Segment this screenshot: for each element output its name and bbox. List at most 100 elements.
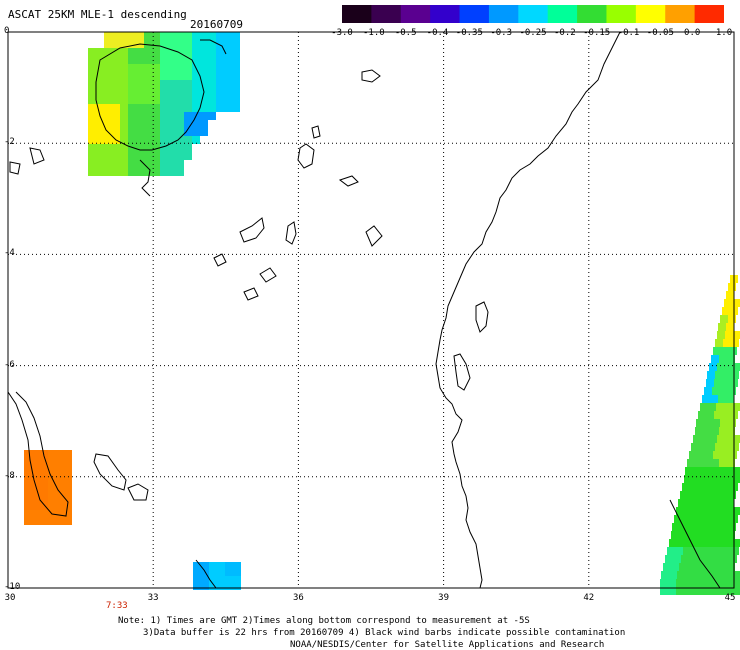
data-cell: [724, 507, 732, 515]
data-cell: [692, 475, 700, 483]
data-cell: [232, 80, 240, 88]
colorbar-swatches: [342, 5, 725, 23]
data-cell: [112, 168, 120, 176]
data-cell: [719, 459, 727, 467]
data-cell: [152, 128, 160, 136]
data-cell: [732, 299, 740, 307]
data-cell: [725, 539, 733, 547]
data-cell: [112, 96, 120, 104]
data-cell: [224, 88, 232, 96]
data-cell: [713, 555, 721, 563]
data-cell: [717, 363, 725, 371]
data-cell: [694, 499, 702, 507]
data-cell: [120, 80, 128, 88]
data-cell: [716, 475, 724, 483]
lat-tick-label: -8: [4, 470, 15, 481]
colorbar-tick-label: -0.15: [583, 28, 611, 38]
data-cell: [152, 112, 160, 120]
data-cell: [128, 128, 136, 136]
data-cell: [128, 144, 136, 152]
data-cell: [120, 144, 128, 152]
data-cell: [200, 48, 208, 56]
data-cell: [696, 491, 704, 499]
data-cell: [726, 323, 734, 331]
data-cell: [232, 40, 240, 48]
data-cell: [104, 48, 112, 56]
data-cell: [152, 72, 160, 80]
data-cell: [704, 523, 712, 531]
data-cell: [712, 419, 720, 427]
data-cell: [706, 411, 714, 419]
data-cell: [684, 475, 692, 483]
data-cell: [104, 96, 112, 104]
data-cell: [718, 323, 726, 331]
lat-tick-label: -10: [4, 582, 21, 592]
data-cell: [160, 56, 168, 64]
data-cell: [104, 168, 112, 176]
data-cell: [104, 104, 112, 112]
time-label: 7:33: [106, 601, 128, 611]
data-cell: [168, 32, 176, 40]
data-cell: [681, 555, 689, 563]
data-cell: [692, 579, 700, 587]
data-cell: [712, 523, 720, 531]
data-cell: [96, 136, 104, 144]
data-cell: [176, 128, 184, 136]
data-cell: [683, 547, 691, 555]
data-cell: [184, 120, 192, 128]
data-cell: [703, 563, 711, 571]
data-cell: [184, 136, 192, 144]
data-cell: [701, 539, 709, 547]
data-cell: [732, 587, 740, 595]
data-cell: [104, 80, 112, 88]
data-cell: [160, 152, 168, 160]
data-cell: [200, 56, 208, 64]
data-cell: [200, 32, 208, 40]
data-cell: [208, 112, 216, 120]
data-cell: [144, 144, 152, 152]
data-cell: [168, 40, 176, 48]
data-cell: [216, 56, 224, 64]
data-cell: [112, 40, 120, 48]
data-cell: [721, 555, 729, 563]
data-cell: [192, 32, 200, 40]
data-cell: [692, 587, 700, 595]
data-cell: [104, 32, 112, 40]
data-cell: [733, 331, 740, 339]
data-cell: [208, 80, 216, 88]
data-cell: [660, 579, 668, 587]
data-cell: [88, 96, 96, 104]
island-10: [29, 147, 45, 165]
data-cell: [120, 104, 128, 112]
data-cell: [717, 571, 725, 579]
data-cell: [677, 571, 685, 579]
data-cell: [724, 587, 732, 595]
data-cell: [160, 72, 168, 80]
data-cell: [709, 363, 717, 371]
data-cell: [695, 427, 703, 435]
data-cell: [682, 515, 690, 523]
data-cell: [714, 515, 722, 523]
lon-tick-label: 33: [147, 593, 159, 603]
lon-tick-label: 30: [4, 593, 16, 603]
data-cell: [732, 579, 740, 587]
data-cell: [176, 32, 184, 40]
data-cell: [708, 587, 716, 595]
data-cell: [701, 571, 709, 579]
lake-victoria-shore: [95, 43, 205, 151]
data-cell: [200, 120, 208, 128]
data-cell: [128, 80, 136, 88]
data-cell: [216, 96, 224, 104]
colorbar-tick-label: -0.3: [490, 28, 512, 38]
data-cell: [689, 555, 697, 563]
data-cell: [152, 32, 160, 40]
data-cell: [704, 387, 712, 395]
data-cell: [168, 136, 176, 144]
data-cell: [733, 571, 740, 579]
data-cell: [705, 555, 713, 563]
colorbar-swatch: [459, 5, 490, 23]
data-cell: [168, 152, 176, 160]
island-13: [127, 483, 149, 501]
data-cell: [152, 104, 160, 112]
note-line-1: Note: 1) Times are GMT 2)Times along bot…: [118, 616, 530, 626]
